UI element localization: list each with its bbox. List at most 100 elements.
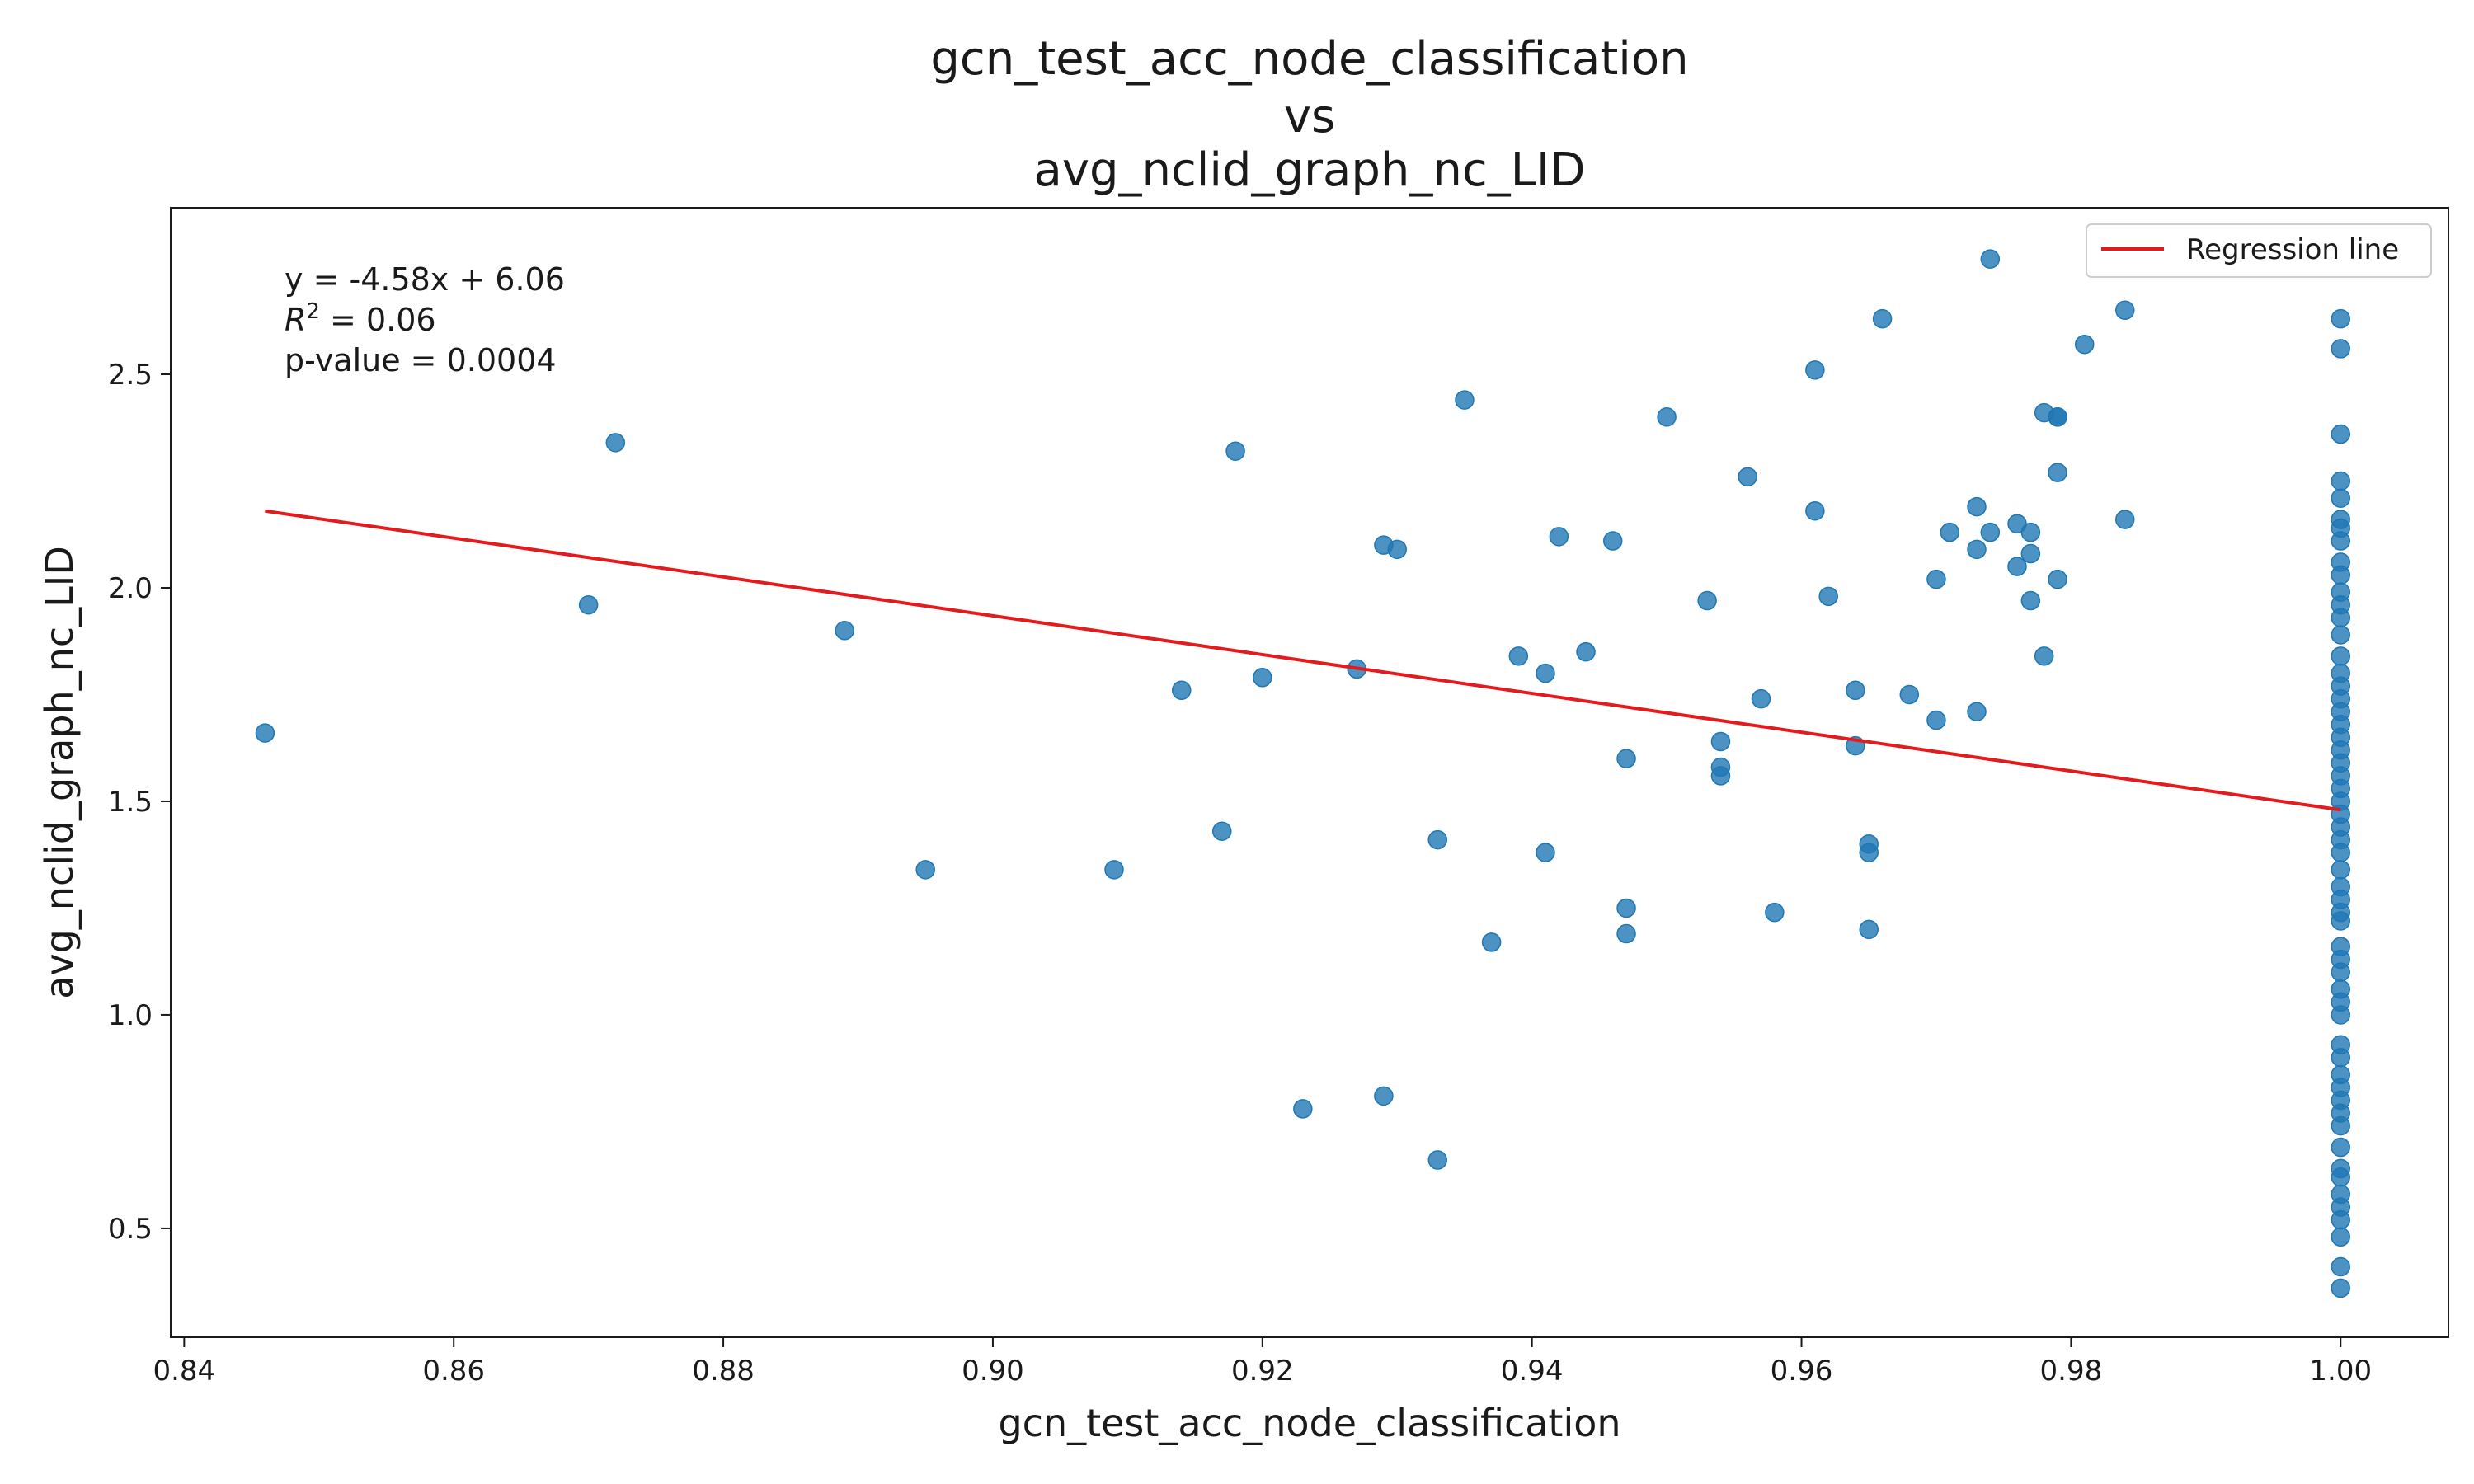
- data-point: [2331, 1209, 2351, 1230]
- data-point: [1481, 932, 1502, 952]
- data-point: [1926, 710, 1946, 730]
- x-tick-label: 0.90: [962, 1355, 1024, 1388]
- x-tick-label: 1.00: [2309, 1355, 2372, 1388]
- data-point: [1899, 684, 1920, 705]
- data-point: [1846, 680, 1865, 701]
- data-point: [1980, 522, 2001, 542]
- data-point: [2115, 510, 2135, 529]
- data-point: [2048, 463, 2067, 482]
- legend: Regression line: [2086, 223, 2432, 278]
- data-point: [1212, 821, 1232, 841]
- data-point: [2007, 556, 2027, 576]
- y-axis-ticks: 0.5 1.0 1.5 2.0 2.5: [108, 359, 171, 1246]
- data-point: [2034, 646, 2054, 666]
- r-squared-label: R2 = 0.06: [285, 299, 436, 338]
- data-point: [1967, 539, 1987, 560]
- data-point: [1818, 586, 1838, 607]
- legend-label: Regression line: [2186, 233, 2399, 266]
- x-tick-label: 0.92: [1231, 1355, 1294, 1388]
- r-squared-symbol: R: [285, 302, 306, 338]
- data-point: [1697, 590, 1717, 611]
- r-squared-exponent: 2: [306, 299, 320, 324]
- data-point: [1980, 249, 2001, 269]
- data-point: [2331, 1278, 2351, 1298]
- data-point: [1805, 501, 1825, 521]
- data-point: [1104, 860, 1124, 880]
- y-tick-label: 0.5: [108, 1213, 153, 1246]
- data-point: [1967, 702, 1987, 721]
- data-point: [2331, 424, 2351, 444]
- data-point: [605, 433, 626, 453]
- data-point: [2074, 334, 2095, 355]
- y-axis-label: avg_nclid_graph_nc_LID: [37, 546, 82, 999]
- data-point: [2331, 911, 2351, 931]
- data-point: [1859, 919, 1879, 940]
- regression-line: [265, 509, 2341, 812]
- data-points: [255, 249, 2351, 1298]
- data-point: [835, 621, 854, 641]
- x-tick-label: 0.84: [153, 1355, 215, 1388]
- y-tick-label: 2.5: [108, 359, 153, 392]
- r-squared-value: = 0.06: [320, 302, 436, 338]
- data-point: [2048, 569, 2067, 589]
- data-point: [1765, 902, 1785, 923]
- data-point: [1293, 1099, 1313, 1119]
- data-point: [1710, 731, 1731, 752]
- data-point: [2331, 1047, 2351, 1068]
- chart-title-line-2: vs: [1284, 90, 1335, 143]
- x-tick-label: 0.88: [692, 1355, 755, 1388]
- plot-area: [170, 207, 2449, 1338]
- data-point: [2331, 488, 2351, 508]
- data-point: [1616, 898, 1636, 918]
- data-point: [2331, 962, 2351, 982]
- data-point: [2331, 608, 2351, 627]
- data-point: [1859, 843, 1879, 862]
- data-point: [2331, 1115, 2351, 1136]
- legend-box: [2086, 223, 2432, 278]
- x-axis-label: gcn_test_acc_node_classification: [998, 1401, 1620, 1445]
- data-point: [255, 723, 275, 743]
- data-point: [2331, 646, 2351, 666]
- y-tick-label: 2.0: [108, 572, 153, 605]
- data-point: [1455, 390, 1475, 410]
- data-point: [2020, 522, 2041, 542]
- x-tick-label: 0.96: [1771, 1355, 1833, 1388]
- data-point: [2331, 625, 2351, 645]
- data-point: [1616, 749, 1636, 768]
- data-point: [1171, 680, 1192, 701]
- data-point: [1926, 569, 1946, 589]
- x-tick-label: 0.94: [1501, 1355, 1564, 1388]
- data-point: [1616, 923, 1636, 944]
- data-point: [1872, 308, 1893, 329]
- data-point: [1427, 1150, 1448, 1170]
- data-point: [1710, 766, 1731, 786]
- data-point: [2331, 565, 2351, 585]
- data-point: [1427, 829, 1448, 850]
- data-point: [1576, 641, 1596, 662]
- x-axis-ticks: 0.84 0.86 0.88 0.90 0.92 0.94 0.96 0.98 1.00: [153, 1337, 2372, 1388]
- data-point: [1751, 688, 1771, 709]
- data-point: [1225, 441, 1245, 461]
- data-point: [2331, 860, 2351, 880]
- data-point: [2020, 543, 2041, 564]
- data-point: [2331, 471, 2351, 491]
- y-tick-label: 1.5: [108, 786, 153, 819]
- data-point: [2331, 1005, 2351, 1025]
- x-tick-label: 0.86: [422, 1355, 485, 1388]
- data-point: [1602, 531, 1623, 551]
- data-point: [2331, 843, 2351, 862]
- data-point: [1387, 539, 1407, 560]
- data-point: [1940, 522, 1960, 542]
- chart-title-line-3: avg_nclid_graph_nc_LID: [1034, 143, 1586, 197]
- data-point: [1967, 496, 1987, 517]
- data-point: [2020, 590, 2041, 611]
- data-point: [2331, 1137, 2351, 1158]
- data-point: [1508, 646, 1529, 666]
- regression-equation: y = -4.58x + 6.06: [285, 261, 565, 298]
- data-point: [2331, 308, 2351, 329]
- data-point: [1374, 1086, 1394, 1106]
- data-point: [2331, 531, 2351, 551]
- data-point: [1536, 843, 1555, 862]
- data-point: [2048, 407, 2067, 427]
